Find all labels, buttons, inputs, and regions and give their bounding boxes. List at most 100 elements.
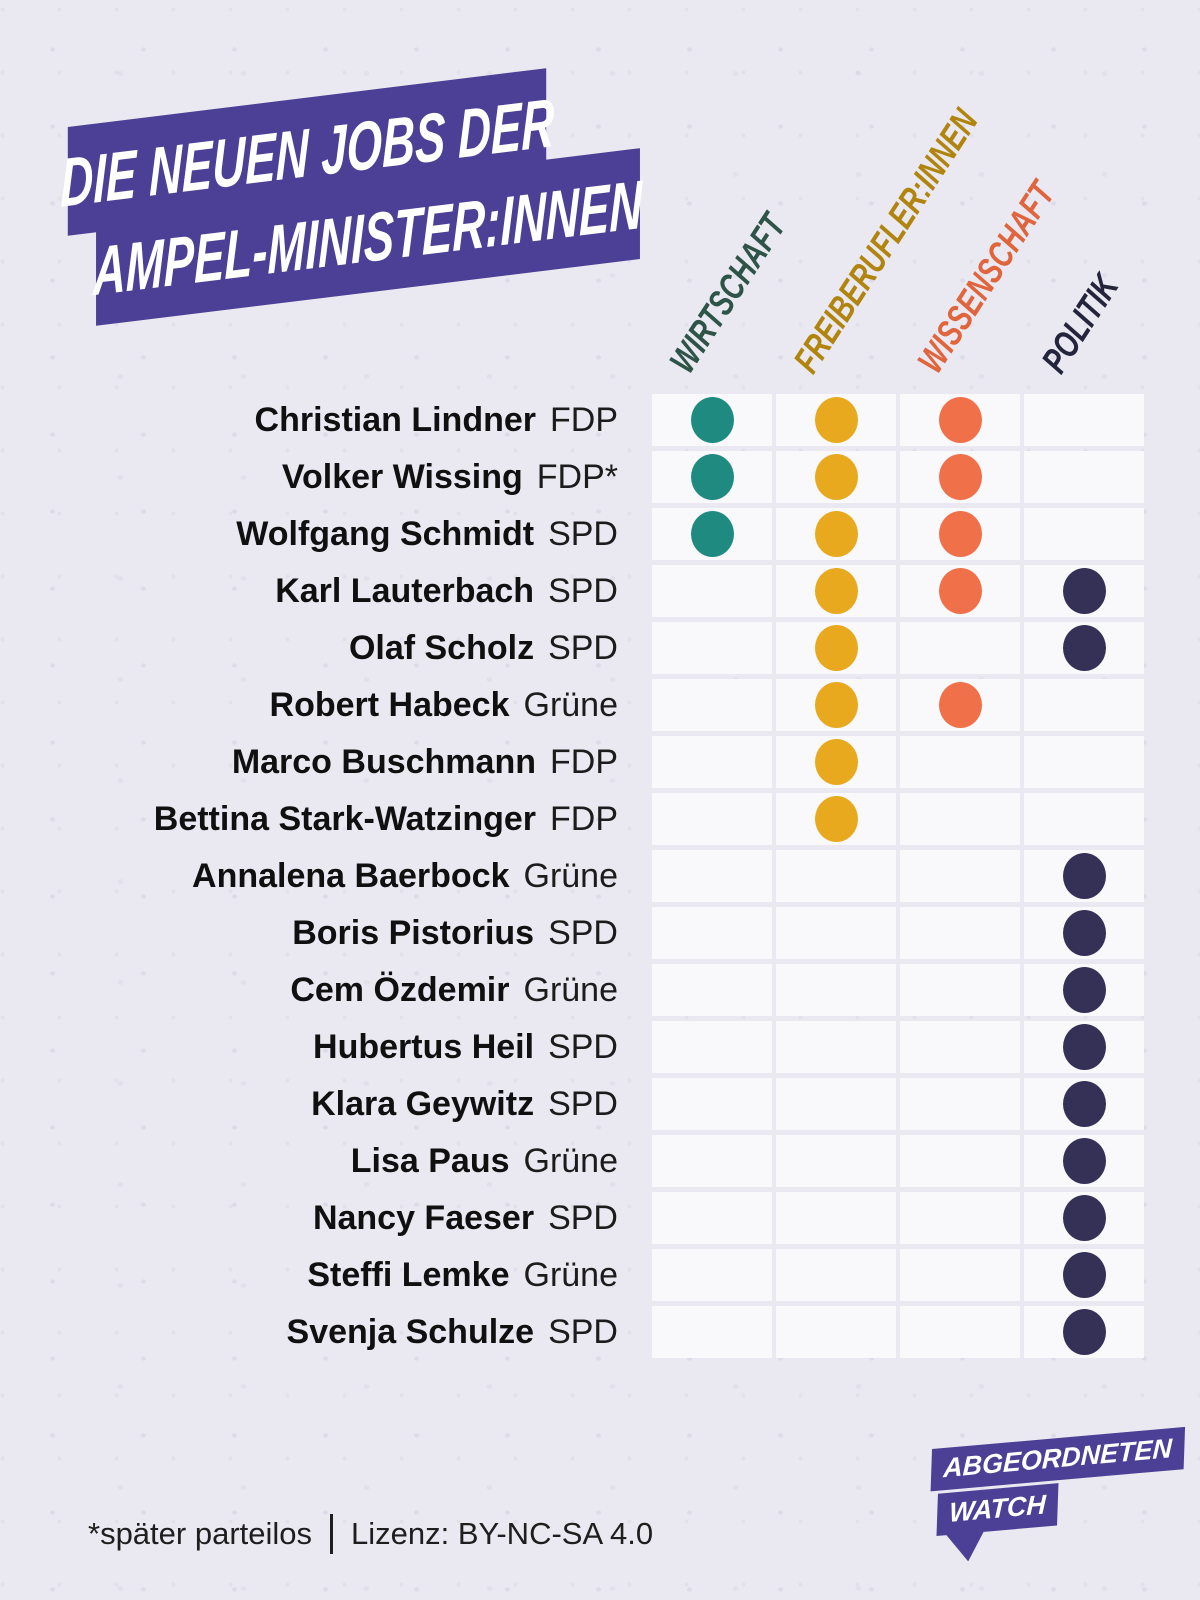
- minister-party: SPD: [548, 1198, 618, 1237]
- grid-cell: [776, 451, 896, 503]
- row-label: Christian Lindner FDP: [0, 394, 618, 446]
- footer-divider: [330, 1514, 334, 1554]
- grid-cell: [1024, 394, 1144, 446]
- grid-cell: [776, 964, 896, 1016]
- grid-cell: [652, 850, 772, 902]
- grid-cell: [1024, 508, 1144, 560]
- minister-name: Robert Habeck: [269, 685, 510, 724]
- grid-cell: [776, 622, 896, 674]
- politik-dot: [1062, 625, 1106, 671]
- grid-cell: [652, 679, 772, 731]
- minister-party: Grüne: [523, 1141, 619, 1180]
- politik-dot: [1062, 853, 1106, 899]
- wirtschaft-dot: [690, 511, 734, 557]
- grid-cell: [900, 394, 1020, 446]
- minister-party: FDP: [550, 400, 618, 439]
- row-label: Olaf Scholz SPD: [0, 622, 618, 674]
- row-label: Klara Geywitz SPD: [0, 1078, 618, 1130]
- row-label: Bettina Stark-Watzinger FDP: [0, 793, 618, 845]
- grid-cell: [652, 622, 772, 674]
- grid-cell: [652, 1249, 772, 1301]
- wissenschaft-dot: [938, 682, 982, 728]
- row-label: Cem Özdemir Grüne: [0, 964, 618, 1016]
- grid-cell: [900, 451, 1020, 503]
- freiberufler-dot: [814, 511, 858, 557]
- row-label: Wolfgang Schmidt SPD: [0, 508, 618, 560]
- minister-name: Annalena Baerbock: [192, 856, 510, 895]
- grid-cell: [900, 622, 1020, 674]
- grid-cell: [776, 394, 896, 446]
- grid-cell: [1024, 793, 1144, 845]
- minister-name: Klara Geywitz: [311, 1084, 535, 1123]
- grid-cell: [900, 1192, 1020, 1244]
- row-label: Nancy Faeser SPD: [0, 1192, 618, 1244]
- grid-cell: [900, 565, 1020, 617]
- grid-cell: [900, 1249, 1020, 1301]
- footnote-text: *später parteilos: [88, 1516, 313, 1551]
- grid-cell: [652, 1306, 772, 1358]
- minister-party: Grüne: [523, 685, 619, 724]
- minister-party: SPD: [548, 1084, 618, 1123]
- freiberufler-dot: [814, 796, 858, 842]
- column-header-label: POLITIK: [1033, 267, 1127, 380]
- grid-cell: [900, 793, 1020, 845]
- row-label: Volker Wissing FDP*: [0, 451, 618, 503]
- grid-cell: [776, 1249, 896, 1301]
- minister-party: SPD: [548, 913, 618, 952]
- freiberufler-dot: [814, 397, 858, 443]
- politik-dot: [1062, 967, 1106, 1013]
- grid-cell: [652, 508, 772, 560]
- grid-cell: [1024, 622, 1144, 674]
- row-label: Hubertus Heil SPD: [0, 1021, 618, 1073]
- minister-party: SPD: [548, 514, 618, 553]
- wirtschaft-dot: [690, 397, 734, 443]
- grid-cell: [652, 736, 772, 788]
- minister-party: FDP*: [536, 457, 618, 496]
- minister-name: Wolfgang Schmidt: [236, 514, 535, 553]
- politik-dot: [1062, 1024, 1106, 1070]
- freiberufler-dot: [814, 739, 858, 785]
- minister-party: Grüne: [523, 970, 619, 1009]
- politik-dot: [1062, 910, 1106, 956]
- row-label: Marco Buschmann FDP: [0, 736, 618, 788]
- row-label: Lisa Paus Grüne: [0, 1135, 618, 1187]
- grid-cell: [652, 793, 772, 845]
- freiberufler-dot: [814, 454, 858, 500]
- minister-party: FDP: [550, 742, 618, 781]
- grid-cell: [776, 1135, 896, 1187]
- grid-cell: [652, 1135, 772, 1187]
- row-label: Steffi Lemke Grüne: [0, 1249, 618, 1301]
- politik-dot: [1062, 1195, 1106, 1241]
- column-header-wirtschaft: WIRTSCHAFT: [661, 190, 807, 380]
- job-grid: [652, 394, 1144, 1358]
- grid-cell: [776, 508, 896, 560]
- wissenschaft-dot: [938, 397, 982, 443]
- row-labels: Christian Lindner FDP Volker Wissing FDP* Wo…: [0, 394, 618, 1358]
- politik-dot: [1062, 1252, 1106, 1298]
- grid-cell: [1024, 1135, 1144, 1187]
- freiberufler-dot: [814, 625, 858, 671]
- grid-cell: [776, 736, 896, 788]
- grid-cell: [1024, 1192, 1144, 1244]
- grid-cell: [776, 1021, 896, 1073]
- grid-cell: [1024, 1306, 1144, 1358]
- freiberufler-dot: [814, 682, 858, 728]
- grid-cell: [776, 907, 896, 959]
- minister-party: SPD: [548, 1312, 618, 1351]
- grid-cell: [652, 451, 772, 503]
- logo-speech-tail-icon: [945, 1530, 987, 1563]
- freiberufler-dot: [814, 568, 858, 614]
- row-label: Svenja Schulze SPD: [0, 1306, 618, 1358]
- grid-cell: [652, 1021, 772, 1073]
- grid-cell: [900, 850, 1020, 902]
- minister-name: Nancy Faeser: [312, 1198, 535, 1237]
- wirtschaft-dot: [690, 454, 734, 500]
- grid-cell: [652, 907, 772, 959]
- grid-cell: [652, 394, 772, 446]
- grid-cell: [1024, 451, 1144, 503]
- row-label: Boris Pistorius SPD: [0, 907, 618, 959]
- grid-cell: [776, 679, 896, 731]
- minister-name: Karl Lauterbach: [275, 571, 535, 610]
- grid-cell: [900, 964, 1020, 1016]
